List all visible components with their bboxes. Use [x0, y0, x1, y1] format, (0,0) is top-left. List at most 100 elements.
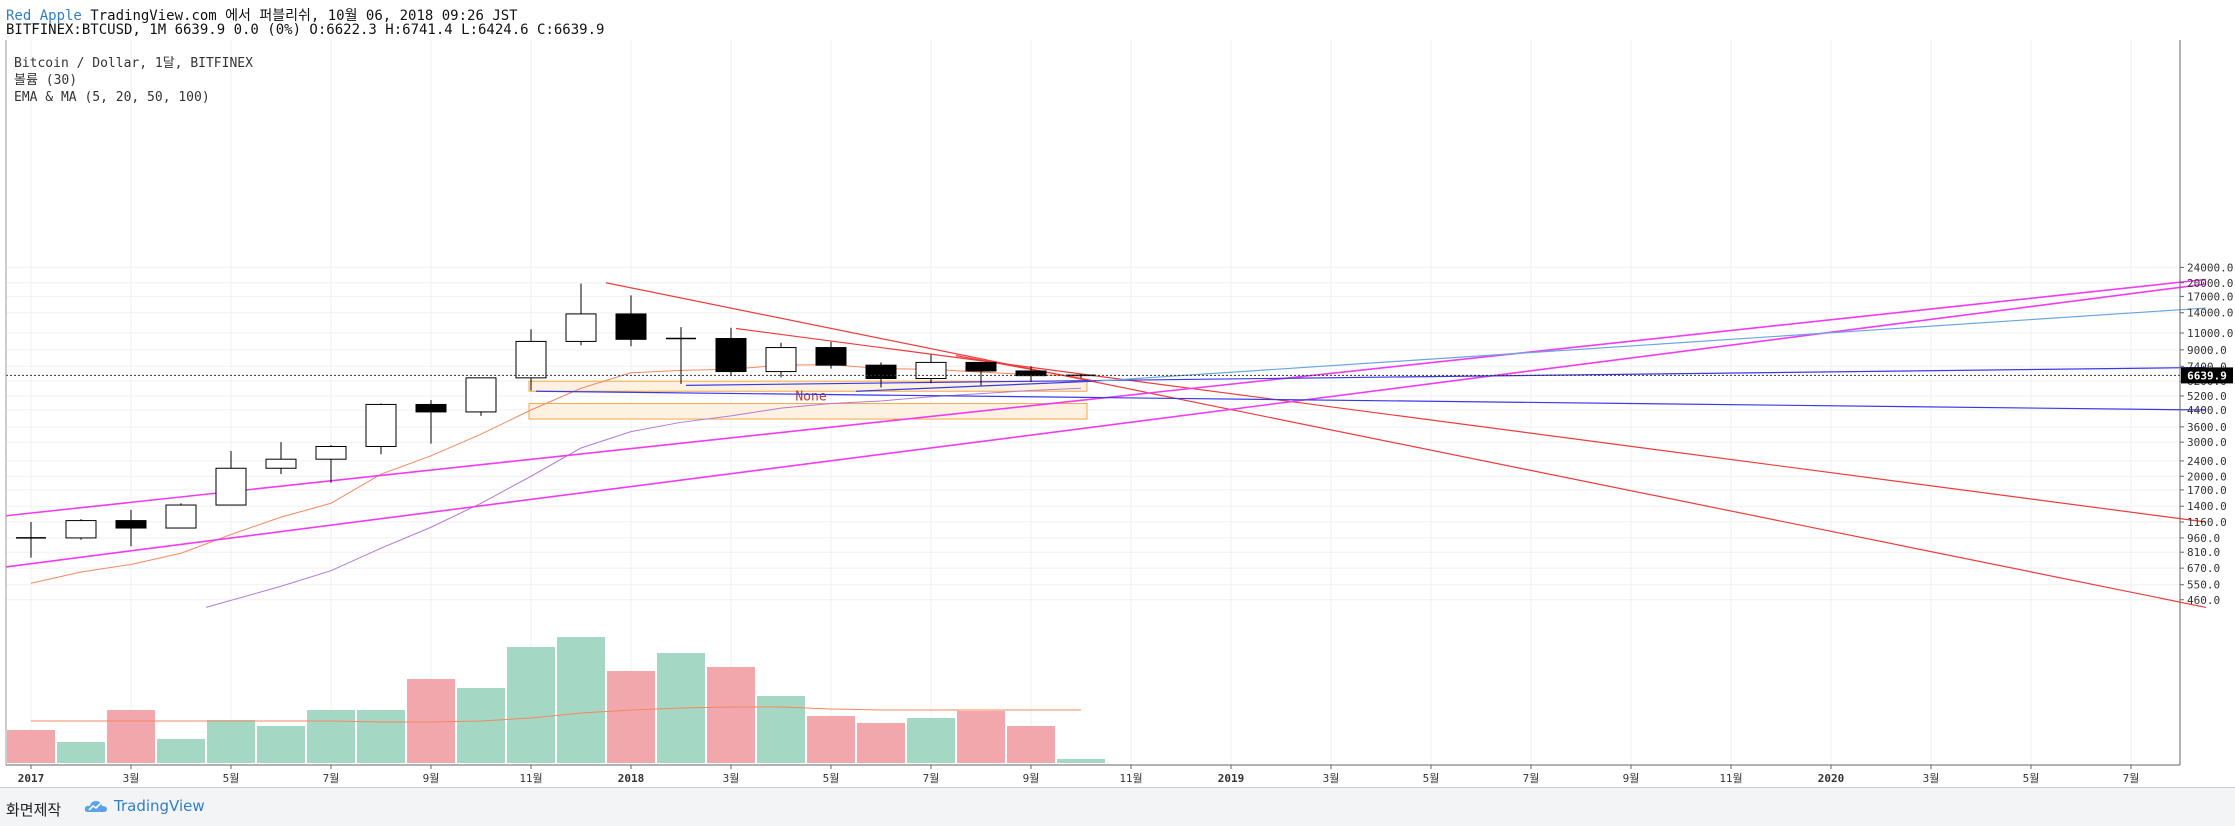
price-tick-label: 14000.0	[2187, 307, 2233, 320]
candle-body	[115, 520, 147, 529]
volume-bar	[857, 723, 905, 763]
candle[interactable]	[715, 327, 747, 376]
candle-body	[415, 403, 447, 413]
trendline-magenta-lower[interactable]	[5, 283, 2207, 568]
price-tick-label: 810.0	[2187, 546, 2220, 559]
trendline-blue-falling[interactable]	[535, 390, 2207, 411]
legend-ema: EMA & MA (5, 20, 50, 100)	[14, 90, 210, 105]
candle-body	[715, 338, 747, 373]
volume-bar	[557, 637, 605, 763]
time-tick-label: 9월	[423, 772, 440, 785]
credit-label: 화면제작	[6, 801, 62, 819]
candle[interactable]	[115, 509, 147, 547]
tradingview-brand[interactable]: TradingView	[84, 797, 205, 815]
price-tick-label: 670.0	[2187, 562, 2220, 575]
chart-header: Red_Apple TradingView.com 에서 퍼블리쉬, 10월 0…	[0, 0, 2235, 40]
candle[interactable]	[565, 283, 597, 346]
time-tick-label: 3월	[723, 772, 740, 785]
price-tick-label: 5200.0	[2187, 390, 2227, 403]
candle[interactable]	[465, 377, 497, 416]
candle[interactable]	[615, 295, 647, 347]
volume-bar	[357, 710, 405, 763]
trendline-blue-rising[interactable]	[685, 366, 2207, 386]
price-tick-label: 4400.0	[2187, 404, 2227, 417]
time-tick-label: 7월	[1523, 772, 1540, 785]
trendline-layer	[5, 278, 2207, 608]
last-price-box	[2181, 367, 2233, 384]
volume-bar	[707, 667, 755, 763]
price-tick-label: 460.0	[2187, 594, 2220, 607]
candle[interactable]	[865, 362, 897, 388]
candle[interactable]	[515, 329, 547, 391]
candle[interactable]	[365, 403, 397, 455]
time-tick-label: 7월	[323, 772, 340, 785]
candle[interactable]	[965, 361, 997, 386]
candle[interactable]	[215, 451, 247, 506]
candle-body	[515, 340, 547, 379]
publish-info: TradingView.com 에서 퍼블리쉬, 10월 06, 2018 09…	[90, 8, 518, 24]
author-link[interactable]: Red_Apple	[6, 8, 82, 24]
candle[interactable]	[265, 442, 297, 475]
time-tick-label: 9월	[1623, 772, 1640, 785]
candle-body	[315, 445, 347, 460]
price-tick-label: 3000.0	[2187, 436, 2227, 449]
price-tick-label: 9000.0	[2187, 344, 2227, 357]
time-tick-label: 3월	[1323, 772, 1340, 785]
volume-bar	[507, 647, 555, 763]
volume-bar	[57, 742, 105, 763]
candle-body	[615, 313, 647, 340]
time-tick-label: 2018	[618, 772, 645, 785]
time-tick-label: 11월	[519, 772, 542, 785]
volume-bar	[257, 726, 305, 763]
time-tick-label: 11월	[1119, 772, 1142, 785]
time-tick-label: 9월	[1023, 772, 1040, 785]
last-price-label: 6639.9	[2187, 369, 2227, 382]
candle-body	[165, 504, 197, 529]
footer-bar: 화면제작 TradingView	[0, 787, 2235, 826]
candle-body	[915, 361, 947, 380]
candle[interactable]	[815, 341, 847, 369]
time-tick-label: 7월	[923, 772, 940, 785]
candle[interactable]	[16, 522, 46, 558]
candle[interactable]	[315, 445, 347, 483]
price-tick-label: 550.0	[2187, 579, 2220, 592]
candle-body	[65, 520, 97, 539]
price-tick-label: 11000.0	[2187, 327, 2233, 340]
time-tick-label: 3월	[1923, 772, 1940, 785]
legend-title: Bitcoin / Dollar, 1달, BITFINEX	[14, 56, 253, 71]
candle[interactable]	[65, 519, 97, 540]
time-tick-label: 5월	[1423, 772, 1440, 785]
candle[interactable]	[415, 400, 447, 444]
publish-line: Red_Apple TradingView.com 에서 퍼블리쉬, 10월 0…	[6, 5, 518, 25]
candle[interactable]	[915, 354, 947, 384]
volume-bar	[807, 716, 855, 763]
price-tick-label: 2000.0	[2187, 470, 2227, 483]
time-tick-label: 5월	[223, 772, 240, 785]
candle[interactable]	[765, 342, 797, 378]
volume-bar	[1057, 759, 1105, 763]
time-tick-label: 11월	[1719, 772, 1742, 785]
tradingview-cloud-icon	[84, 801, 107, 812]
trendline-red-main[interactable]	[605, 282, 2207, 608]
candle[interactable]	[666, 327, 696, 384]
time-tick-label: 5월	[2023, 772, 2040, 785]
last-price-tag: 6639.9	[2181, 367, 2233, 384]
price-tick-label: 3600.0	[2187, 421, 2227, 434]
candle[interactable]	[165, 503, 197, 529]
chart-background	[0, 40, 2235, 787]
candle-body	[365, 403, 397, 447]
zone-label: None	[795, 389, 826, 404]
candle-body	[265, 458, 297, 469]
trendline-red-short[interactable]	[955, 355, 1097, 382]
trendline-blue-support[interactable]	[855, 380, 1097, 392]
price-tick-label: 2400.0	[2187, 455, 2227, 468]
volume-bar	[407, 679, 455, 763]
candle-body	[765, 347, 797, 373]
time-tick-label: 5월	[823, 772, 840, 785]
volume-bar	[207, 720, 255, 763]
trendline-lightblue-fan[interactable]	[1095, 307, 2207, 382]
time-tick-label: 2019	[1218, 772, 1245, 785]
volume-bar	[157, 739, 205, 763]
candle-body	[565, 313, 597, 342]
